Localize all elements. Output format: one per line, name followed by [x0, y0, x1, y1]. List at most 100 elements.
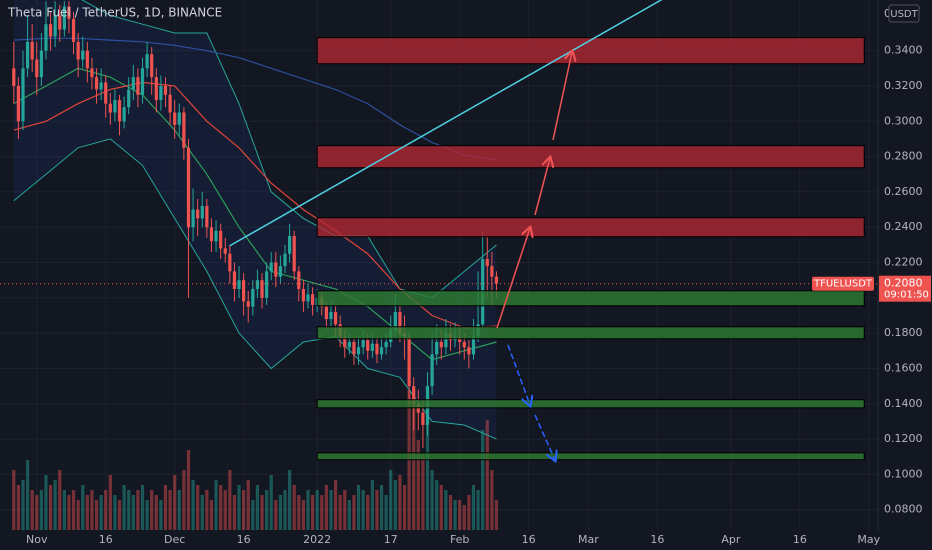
candle-body — [242, 280, 246, 302]
candle-body — [333, 311, 338, 325]
y-tick-label: 0.0800 — [884, 503, 923, 516]
volume-bar — [76, 500, 80, 530]
y-tick-label: 0.1600 — [884, 361, 923, 374]
volume-bar — [375, 490, 379, 530]
y-tick-label: 0.3000 — [884, 114, 923, 127]
y-tick-label: 0.2400 — [884, 220, 923, 233]
candle-body — [16, 85, 20, 122]
volume-bar — [439, 485, 443, 530]
candle-body — [329, 311, 333, 320]
y-tick-label: 0.3400 — [884, 44, 923, 57]
x-tick-label: 16 — [650, 533, 664, 546]
scale-labels: 0.0800 0.1000 0.1200 0.1400 0.1600 0.1800 0.20… — [26, 44, 922, 546]
candle-body — [246, 301, 250, 307]
candle-body — [168, 94, 172, 113]
volume-bar — [269, 475, 273, 530]
arrow — [552, 52, 572, 141]
volume-bar — [104, 490, 108, 530]
currency-button[interactable] — [888, 4, 920, 23]
volume-bar — [490, 470, 494, 530]
volume-bar — [356, 485, 361, 530]
candle-body — [297, 271, 301, 290]
volume-bar — [494, 500, 499, 530]
volume-bar — [85, 495, 89, 530]
candle-body — [407, 336, 411, 387]
countdown: 09:01:50 — [884, 290, 929, 301]
volume-bar — [62, 490, 66, 530]
zone — [316, 145, 865, 169]
volume-bar — [242, 490, 246, 530]
volume-bar — [485, 420, 489, 530]
volume-bar — [471, 485, 476, 530]
volume-bar — [416, 440, 420, 530]
candle-body — [48, 24, 53, 37]
candle-body — [182, 112, 186, 148]
candle-body — [131, 77, 135, 90]
currency[interactable]: USDT — [890, 9, 918, 20]
volume-bar — [136, 490, 140, 530]
volume-bar — [232, 495, 237, 530]
x-tick-label: 16 — [793, 533, 807, 546]
candle-body — [154, 77, 158, 101]
volume-bar — [315, 490, 319, 530]
volume-bar — [283, 490, 287, 530]
y-tick-label: 0.1200 — [884, 432, 923, 445]
y-tick-label: 0.1400 — [884, 397, 923, 410]
volume-bar — [393, 480, 397, 530]
arrow — [496, 228, 530, 329]
candle-body — [412, 386, 416, 404]
x-tick-label: Dec — [164, 533, 185, 546]
volume-bar — [430, 470, 434, 530]
scale-fragment: 0 — [884, 7, 891, 20]
volume-bar — [462, 505, 466, 530]
volume-bar — [58, 470, 62, 530]
price-scale — [878, 0, 932, 550]
candle-body — [356, 347, 361, 355]
candle-body — [490, 266, 494, 277]
candle-body — [430, 354, 434, 387]
candle-body — [177, 112, 181, 125]
price-box — [879, 275, 931, 302]
x-tick-label: Feb — [450, 533, 469, 546]
volume-bar — [35, 495, 39, 530]
candle-body — [209, 227, 214, 242]
x-tick-label: Nov — [26, 533, 48, 546]
volume-bar — [237, 485, 241, 530]
candle-body — [398, 311, 402, 334]
volume-bar — [173, 475, 177, 530]
volume-bar — [329, 490, 333, 530]
volume-bar — [301, 500, 306, 530]
volume-bar — [347, 500, 351, 530]
volume-bar — [205, 490, 209, 530]
candle-body — [117, 100, 122, 122]
trendline — [229, 0, 663, 247]
candle-body — [384, 341, 388, 348]
arrow — [507, 344, 530, 405]
volume-bar — [159, 500, 163, 530]
volume-bar — [453, 500, 457, 530]
volume-bar — [150, 490, 154, 530]
candle-body — [150, 54, 154, 78]
symbol-tag-box — [812, 276, 874, 291]
volume-bar — [71, 490, 76, 530]
volume-bar — [113, 495, 117, 530]
y-tick-label: 0.2200 — [884, 256, 923, 269]
volume-bar — [177, 490, 181, 530]
volume-bar — [186, 450, 191, 530]
volume-bar — [444, 490, 448, 530]
candle-body — [232, 271, 237, 290]
volume-bar — [384, 495, 388, 530]
last-price-label: 0.2080 — [884, 277, 923, 290]
candle-body — [228, 253, 232, 272]
volume-bar — [398, 475, 402, 530]
volume-bar — [421, 455, 425, 530]
plot — [0, 0, 878, 530]
volume-bar — [366, 495, 370, 530]
volume-bar — [228, 470, 232, 530]
candle-body — [145, 54, 149, 69]
candle-body — [44, 24, 48, 51]
moving-average — [13, 37, 497, 161]
volume-bar — [81, 485, 85, 530]
candle-body — [421, 412, 425, 425]
